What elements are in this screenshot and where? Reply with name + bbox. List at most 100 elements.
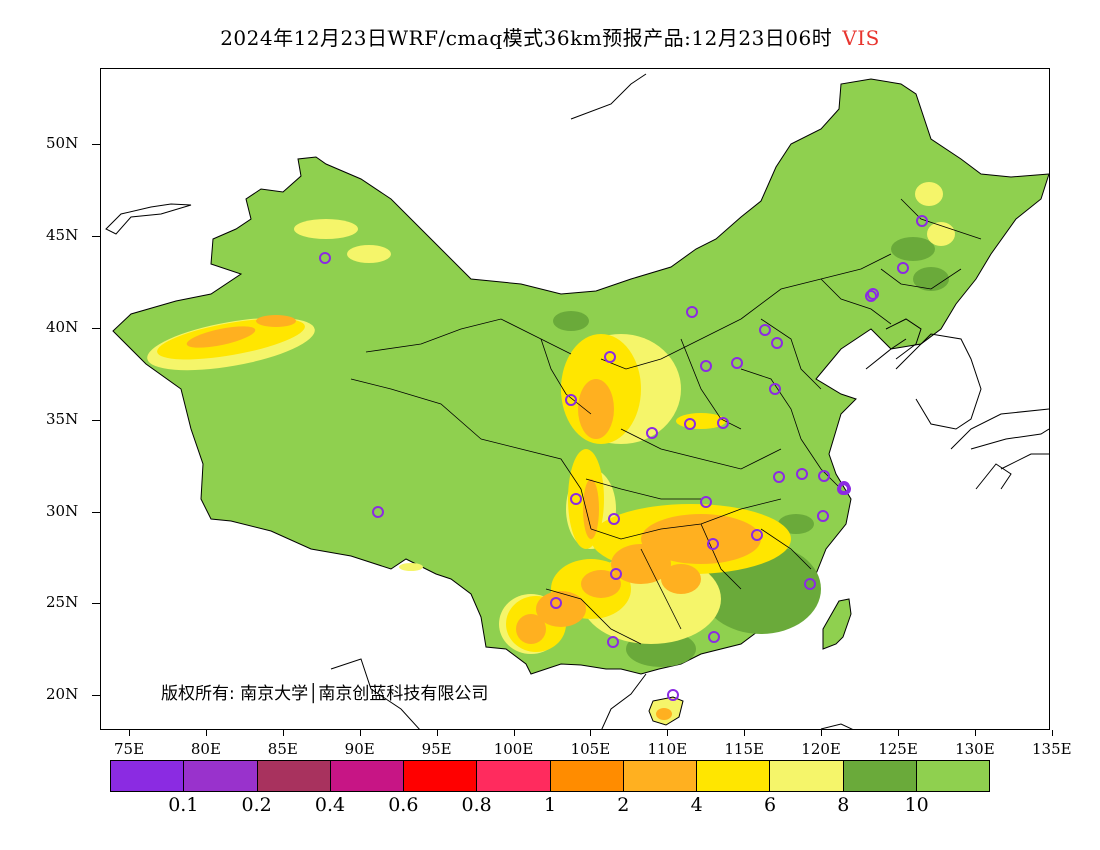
station-marker (700, 360, 712, 372)
legend-label: 0.1 (168, 794, 199, 816)
lat-tick (92, 328, 100, 329)
legend-label: 1 (543, 794, 557, 816)
station-marker (707, 538, 719, 550)
station-marker (708, 631, 720, 643)
station-marker (818, 470, 830, 482)
legend-swatch (550, 761, 624, 791)
lon-tick (1051, 730, 1053, 736)
legend-swatch (916, 761, 989, 791)
lon-tick (974, 730, 976, 736)
station-marker (700, 496, 712, 508)
station-marker (769, 383, 781, 395)
legend-swatch (623, 761, 697, 791)
lat-tick (92, 420, 100, 421)
station-marker (773, 471, 785, 483)
taiwan-island (822, 598, 852, 650)
variable-label: VIS (842, 26, 880, 50)
legend-label: 4 (690, 794, 703, 816)
lon-label: 105E (570, 740, 611, 758)
lon-tick (590, 730, 592, 736)
visibility-map (105, 73, 1049, 729)
lon-label: 120E (801, 740, 841, 758)
legend-colorbar (110, 760, 990, 792)
lon-label: 80E (190, 740, 221, 758)
neighbor-outlines (105, 73, 1049, 729)
legend-label: 0.4 (314, 794, 346, 816)
legend-swatch (257, 761, 331, 791)
lon-label: 130E (955, 740, 995, 758)
lat-label: 20N (46, 685, 79, 703)
station-marker (684, 418, 696, 430)
lon-label: 135E (1032, 740, 1072, 758)
legend-swatch (843, 761, 917, 791)
lon-tick (821, 730, 823, 736)
station-marker (550, 597, 562, 609)
lat-label: 30N (46, 502, 79, 520)
legend-swatch (184, 761, 258, 791)
lon-tick (205, 730, 207, 736)
station-marker (865, 290, 877, 302)
lat-tick (92, 512, 100, 513)
station-marker (372, 506, 384, 518)
station-marker (604, 351, 616, 363)
station-marker (897, 262, 909, 274)
station-marker (570, 493, 582, 505)
station-marker (608, 513, 620, 525)
lat-tick (92, 695, 100, 696)
lat-label: 45N (46, 226, 79, 244)
map-panel: 版权所有: 南京大学│南京创蓝科技有限公司 (100, 68, 1050, 730)
station-marker (717, 417, 729, 429)
title-text: 2024年12月23日WRF/cmaq模式36km预报产品:12月23日06时 (220, 26, 833, 50)
lon-tick (667, 730, 669, 736)
lat-label: 40N (46, 318, 79, 336)
station-marker (916, 215, 928, 227)
lon-tick (282, 730, 284, 736)
legend-swatch (477, 761, 551, 791)
station-marker (759, 324, 771, 336)
lon-label: 115E (724, 740, 764, 758)
legend-swatch (404, 761, 478, 791)
legend-label: 0.8 (461, 794, 492, 816)
lat-label: 35N (46, 410, 79, 428)
lat-tick (92, 603, 100, 604)
station-marker (607, 636, 619, 648)
legend-label: 2 (617, 794, 630, 816)
lon-tick (744, 730, 746, 736)
lon-label: 75E (113, 740, 145, 758)
legend-label: 10 (904, 794, 929, 816)
lon-tick (436, 730, 438, 736)
lon-label: 90E (344, 740, 375, 758)
legend-label: 8 (837, 794, 850, 816)
station-marker (837, 483, 849, 495)
station-marker (771, 337, 783, 349)
station-marker (565, 394, 577, 406)
legend-swatch (770, 761, 844, 791)
legend-swatch (111, 761, 185, 791)
map-title: 2024年12月23日WRF/cmaq模式36km预报产品:12月23日06时 V… (0, 22, 1100, 51)
station-marker (867, 288, 879, 300)
legend-label: 0.6 (388, 794, 419, 816)
legend-swatch (330, 761, 404, 791)
lon-tick (513, 730, 515, 736)
lat-tick (92, 236, 100, 237)
lat-label: 50N (46, 134, 79, 152)
lon-label: 85E (267, 740, 298, 758)
station-marker (610, 568, 622, 580)
province-borders (350, 198, 982, 645)
lon-label: 95E (421, 740, 452, 758)
lon-tick (359, 730, 361, 736)
station-marker (646, 427, 658, 439)
legend-label: 0.2 (241, 794, 272, 816)
legend-swatch (697, 761, 771, 791)
station-marker (731, 357, 743, 369)
lon-tick (898, 730, 899, 736)
lon-label: 110E (647, 740, 688, 758)
station-marker (817, 510, 829, 522)
station-marker (686, 306, 698, 318)
station-marker (804, 578, 816, 590)
station-marker (667, 689, 679, 701)
station-marker (319, 252, 331, 264)
station-marker (796, 468, 808, 480)
station-markers (319, 215, 928, 701)
lat-label: 25N (46, 593, 79, 611)
